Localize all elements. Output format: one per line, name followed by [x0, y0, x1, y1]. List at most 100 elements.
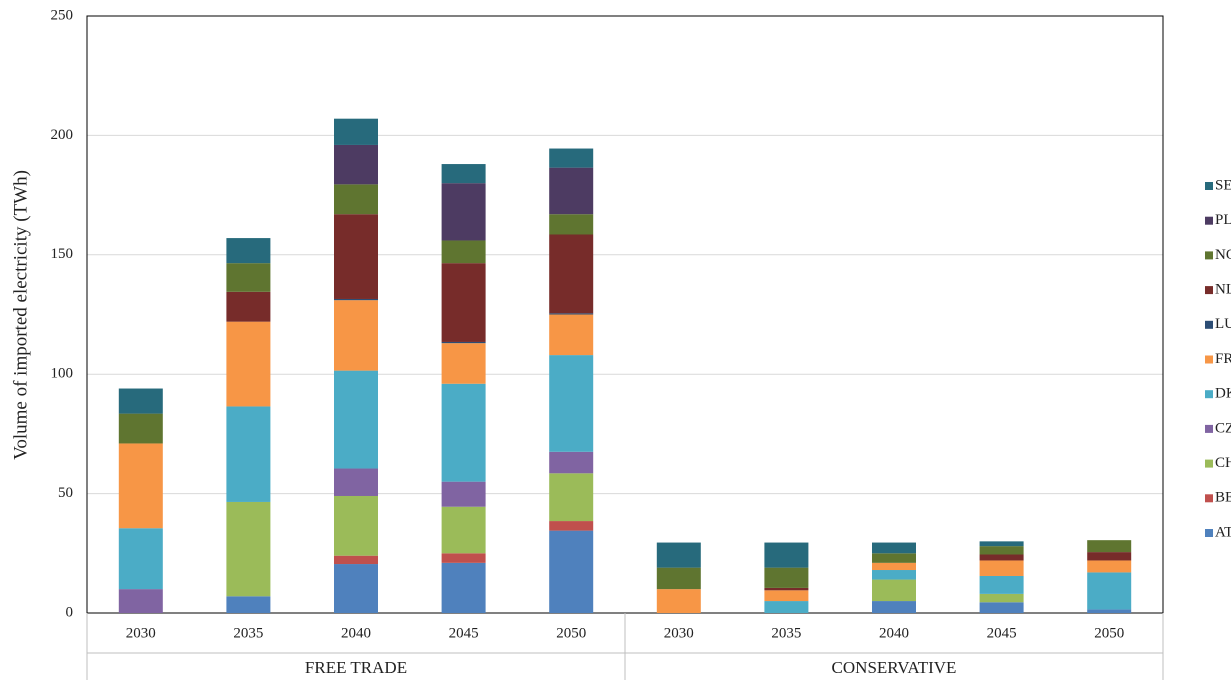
legend-label: LU: [1215, 316, 1231, 332]
bar-segment: [549, 234, 594, 314]
legend-label: AT: [1215, 524, 1231, 540]
bar-segment: [764, 542, 809, 568]
x-tick-label: 2035: [233, 625, 263, 641]
legend-swatch: [1205, 286, 1213, 295]
bar-segment: [441, 343, 486, 384]
group-label: CONSERVATIVE: [832, 658, 957, 677]
bar-segment: [441, 506, 486, 554]
bar-segment: [656, 542, 701, 568]
y-tick-label: 100: [51, 366, 74, 382]
bar-segment: [334, 370, 378, 469]
bar-segment: [549, 313, 594, 315]
y-tick-label: 200: [51, 127, 74, 143]
legend-swatch: [1205, 424, 1213, 433]
bar-segment: [764, 587, 809, 591]
x-tick-label: 2030: [664, 625, 694, 641]
bar-segment: [549, 451, 594, 474]
bar-segment: [764, 567, 809, 588]
bar-segment: [118, 589, 163, 613]
bar-segment: [441, 562, 486, 613]
bar-segment: [979, 541, 1024, 547]
group-label: FREE TRADE: [305, 658, 407, 677]
bar-segment: [979, 546, 1024, 555]
bar-segment: [334, 555, 378, 565]
bar-segment: [1087, 609, 1132, 613]
bar-segment: [764, 590, 809, 602]
bar-segment: [334, 298, 378, 301]
bar-segment: [334, 214, 378, 299]
y-tick-label: 0: [66, 604, 74, 620]
legend-swatch: [1205, 320, 1213, 329]
bar-segment: [226, 263, 271, 292]
legend-label: DK: [1215, 386, 1231, 402]
legend-label: NO: [1215, 247, 1231, 263]
bar-segment: [979, 575, 1024, 594]
bar-segment: [441, 553, 486, 563]
bar-segment: [334, 300, 378, 371]
bar-segment: [118, 528, 163, 590]
x-tick-label: 2035: [771, 625, 801, 641]
bar-segment: [118, 443, 163, 529]
bar-segment: [549, 355, 594, 452]
y-tick-label: 150: [51, 246, 74, 262]
bar-segment: [441, 263, 486, 342]
bar-segment: [549, 521, 594, 531]
legend-swatch: [1205, 251, 1213, 260]
legend-swatch: [1205, 216, 1213, 225]
bar-segment: [872, 570, 916, 580]
bar-segment: [656, 567, 701, 590]
bar-segment: [872, 542, 916, 554]
bar-segment: [656, 589, 701, 613]
bar-segment: [334, 495, 378, 556]
bar-segment: [334, 118, 378, 145]
bar-segment: [1087, 552, 1132, 561]
bar-segment: [549, 167, 594, 215]
legend-swatch: [1205, 494, 1213, 503]
bar-segment: [549, 314, 594, 356]
x-tick-label: 2040: [341, 625, 371, 641]
legend-label: CH: [1215, 455, 1231, 471]
bar-segment: [118, 388, 163, 414]
legend-swatch: [1205, 390, 1213, 399]
y-axis-title: Volume of imported electricity (TWh): [10, 170, 31, 460]
bar-segment: [549, 214, 594, 235]
bar-segment: [334, 144, 378, 185]
bar-segment: [872, 579, 916, 602]
x-tick-label: 2050: [1094, 625, 1124, 641]
bar-segment: [549, 148, 594, 168]
bar-segment: [979, 560, 1024, 576]
bar-segment: [441, 341, 486, 344]
bar-segment: [441, 164, 486, 184]
bar-segment: [334, 564, 378, 613]
bar-segment: [549, 473, 594, 522]
bar-segment: [872, 562, 916, 571]
bar-segment: [226, 238, 271, 264]
bar-segment: [441, 240, 486, 264]
bar-segment: [1087, 540, 1132, 553]
bar-segment: [334, 468, 378, 496]
legend-label: BE: [1215, 490, 1231, 506]
bar-segment: [118, 413, 163, 444]
legend-label: FR: [1215, 351, 1231, 367]
bar-segment: [979, 602, 1024, 613]
bar-segment: [872, 601, 916, 613]
legend-swatch: [1205, 355, 1213, 364]
bar-segment: [226, 406, 271, 502]
legend-swatch: [1205, 459, 1213, 468]
legend-label: NL: [1215, 282, 1231, 298]
bar-segment: [226, 501, 271, 597]
bar-segment: [334, 184, 378, 215]
legend-label: CZ: [1215, 420, 1231, 436]
x-tick-label: 2045: [449, 625, 479, 641]
y-tick-label: 50: [58, 485, 73, 501]
bar-segment: [1087, 560, 1132, 573]
bar-segment: [226, 291, 271, 322]
bar-segment: [549, 530, 594, 613]
x-tick-label: 2045: [987, 625, 1017, 641]
legend-swatch: [1205, 182, 1213, 190]
bar-segment: [764, 601, 809, 613]
bar-segment: [441, 481, 486, 507]
legend-swatch: [1205, 529, 1213, 537]
bar-segment: [441, 183, 486, 241]
